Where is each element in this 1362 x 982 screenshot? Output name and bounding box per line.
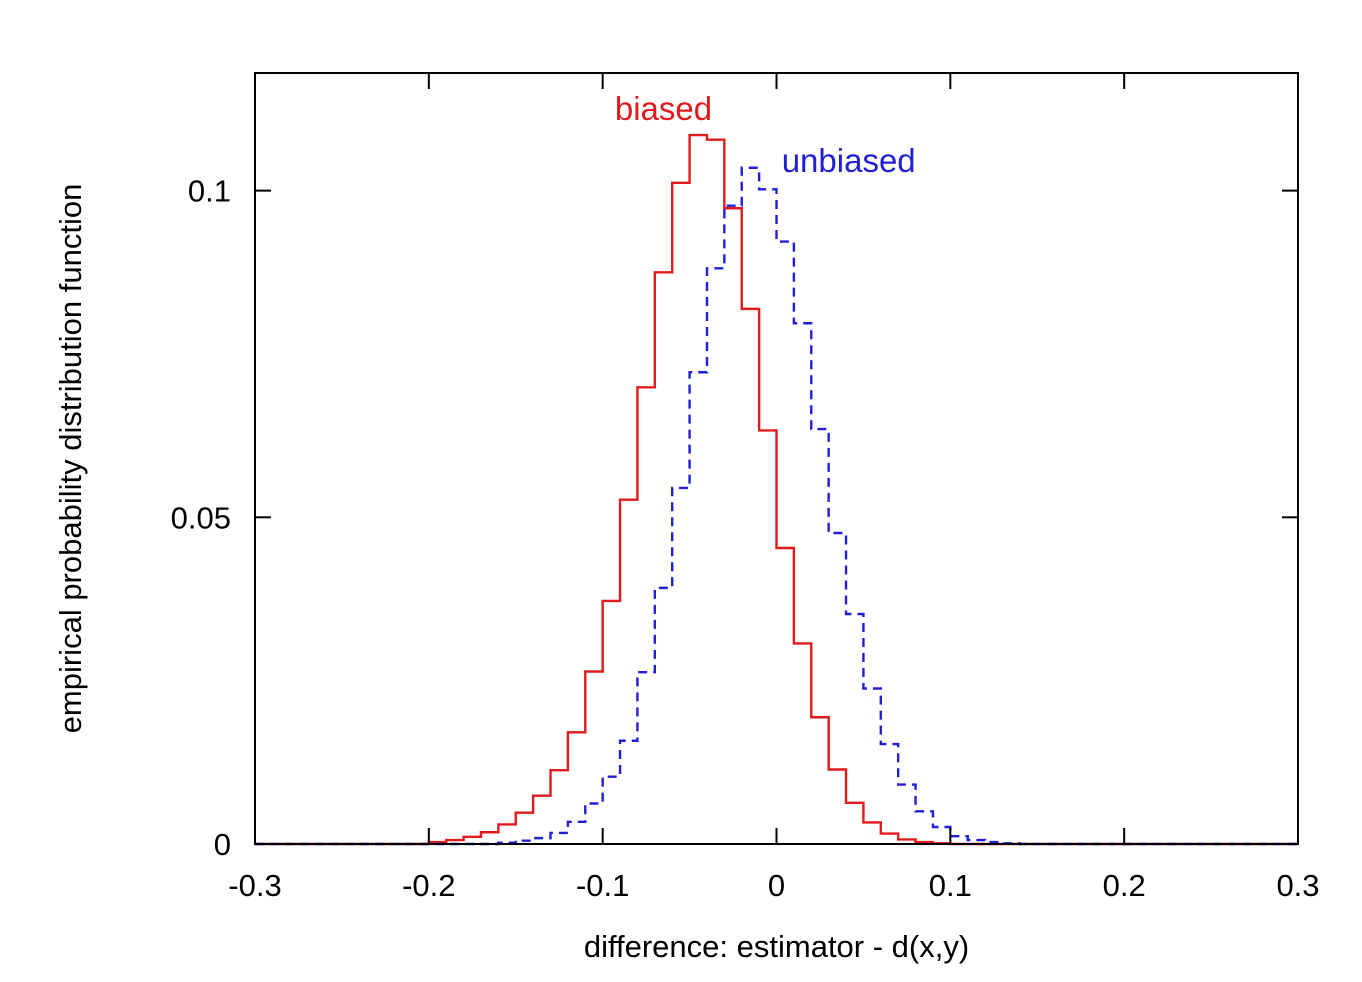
ticks-layer bbox=[254, 73, 1299, 845]
x-tick-label: 0.1 bbox=[929, 868, 972, 903]
y-tick-label: 0.05 bbox=[171, 500, 231, 535]
x-tick-label: -0.3 bbox=[228, 868, 281, 903]
y-tick-label: 0.1 bbox=[188, 174, 231, 209]
x-axis-title: difference: estimator - d(x,y) bbox=[584, 929, 969, 964]
series-line-biased bbox=[255, 133, 1298, 846]
x-tick-label: 0.2 bbox=[1103, 868, 1146, 903]
y-axis-title: empirical probability distribution funct… bbox=[53, 184, 88, 734]
x-tick-label: 0 bbox=[768, 868, 785, 903]
tick-labels-layer: -0.3 -0.2 -0.1 0 0.1 0.2 0.3 0 0.05 0.1 bbox=[171, 174, 1320, 903]
series-label-biased: biased bbox=[615, 90, 712, 127]
x-tick-label: -0.2 bbox=[402, 868, 455, 903]
x-tick-label: -0.1 bbox=[576, 868, 629, 903]
series-label-unbiased: unbiased bbox=[782, 142, 916, 179]
x-tick-label: 0.3 bbox=[1276, 868, 1319, 903]
y-tick-label: 0 bbox=[214, 827, 231, 862]
series-layer bbox=[255, 133, 1298, 846]
